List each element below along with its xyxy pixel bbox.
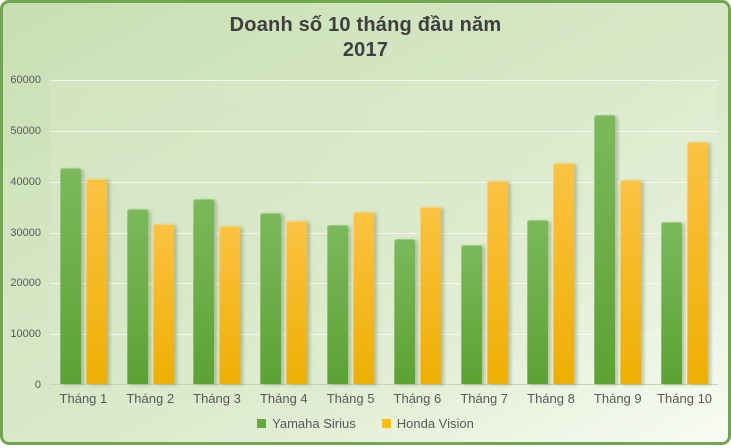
x-axis-label-thang-8: Tháng 8 [527,391,575,406]
x-axis-label-thang-4: Tháng 4 [259,391,308,406]
chart-title-line-1: Doanh số 10 tháng đầu năm [229,14,502,36]
gridline-20000 [50,283,718,284]
x-axis-label-thang-9: Tháng 9 [593,391,642,406]
x-axis-label-thang-1: Tháng 1 [59,391,108,406]
bar-group-thang-10 [651,80,718,384]
y-axis-label-60000: 60000 [10,74,41,86]
bar-group-thang-9 [584,80,651,384]
x-axis-label-thang-7: Tháng 7 [460,391,509,406]
bar-yamaha-sirius-thang-1 [59,167,81,384]
gridline-30000 [50,233,718,234]
bar-group-thang-5 [317,80,384,384]
bar-yamaha-sirius-thang-2 [126,209,148,384]
legend: Yamaha Sirius Honda Vision [3,416,728,431]
y-axis-label-40000: 40000 [10,176,41,188]
y-axis-label-0: 0 [34,379,41,391]
bar-yamaha-sirius-thang-8 [527,219,549,384]
bar-group-thang-3 [184,80,251,384]
bar-group-thang-2 [117,80,184,384]
bar-honda-vision-thang-5 [353,212,375,384]
x-axis-label-thang-6: Tháng 6 [393,391,442,406]
bar-yamaha-sirius-thang-4 [260,213,282,384]
chart-title-line-2: 2017 [342,39,389,61]
x-axis-label-thang-5: Tháng 5 [326,391,375,406]
gridline-40000 [50,182,718,183]
bar-group-thang-6 [384,80,451,384]
legend-swatch-yamaha-sirius [257,419,267,428]
bar-yamaha-sirius-thang-3 [193,198,215,384]
x-axis-label-thang-10: Tháng 10 [657,391,713,406]
chart-title: Doanh số 10 tháng đầu năm 2017 [3,13,728,63]
y-axis-label-30000: 30000 [10,227,41,239]
y-axis: 0 10000 20000 30000 40000 50000 60000 [3,3,43,448]
bar-honda-vision-thang-7 [486,181,508,384]
gridline-10000 [50,334,718,335]
plot-area [50,80,718,385]
x-axis-label-thang-3: Tháng 3 [193,391,241,406]
bar-yamaha-sirius-thang-7 [460,244,482,384]
y-axis-label-20000: 20000 [10,277,41,289]
bar-honda-vision-thang-10 [687,142,709,384]
gridline-60000 [50,80,718,81]
x-axis-label-thang-2: Tháng 2 [126,391,175,406]
bar-group-thang-8 [518,80,585,384]
bar-honda-vision-thang-8 [553,163,575,384]
legend-label-yamaha-sirius: Yamaha Sirius [272,416,356,431]
bar-honda-vision-thang-3 [219,225,241,384]
bar-honda-vision-thang-1 [85,179,107,384]
bar-honda-vision-thang-9 [620,180,642,384]
bar-yamaha-sirius-thang-5 [327,225,349,384]
y-axis-label-50000: 50000 [10,125,41,137]
legend-item-yamaha-sirius: Yamaha Sirius [257,416,356,431]
bar-yamaha-sirius-thang-10 [661,221,683,384]
bar-honda-vision-thang-6 [419,206,441,384]
bar-group-thang-4 [250,80,317,384]
bar-honda-vision-thang-4 [286,220,308,384]
bar-group-thang-7 [451,80,518,384]
bar-group-thang-1 [50,80,117,384]
legend-label-honda-vision: Honda Vision [396,416,474,431]
x-axis: Tháng 1 Tháng 2 Tháng 3 Tháng 4 Tháng 5 Tháng… [50,391,718,406]
y-axis-label-10000: 10000 [10,328,41,340]
gridline-50000 [50,131,718,132]
bar-honda-vision-thang-2 [152,223,174,384]
bar-series-container [50,80,718,384]
bar-yamaha-sirius-thang-9 [594,115,616,384]
bar-yamaha-sirius-thang-6 [393,239,415,384]
legend-item-honda-vision: Honda Vision [381,416,474,431]
legend-swatch-honda-vision [381,419,391,428]
